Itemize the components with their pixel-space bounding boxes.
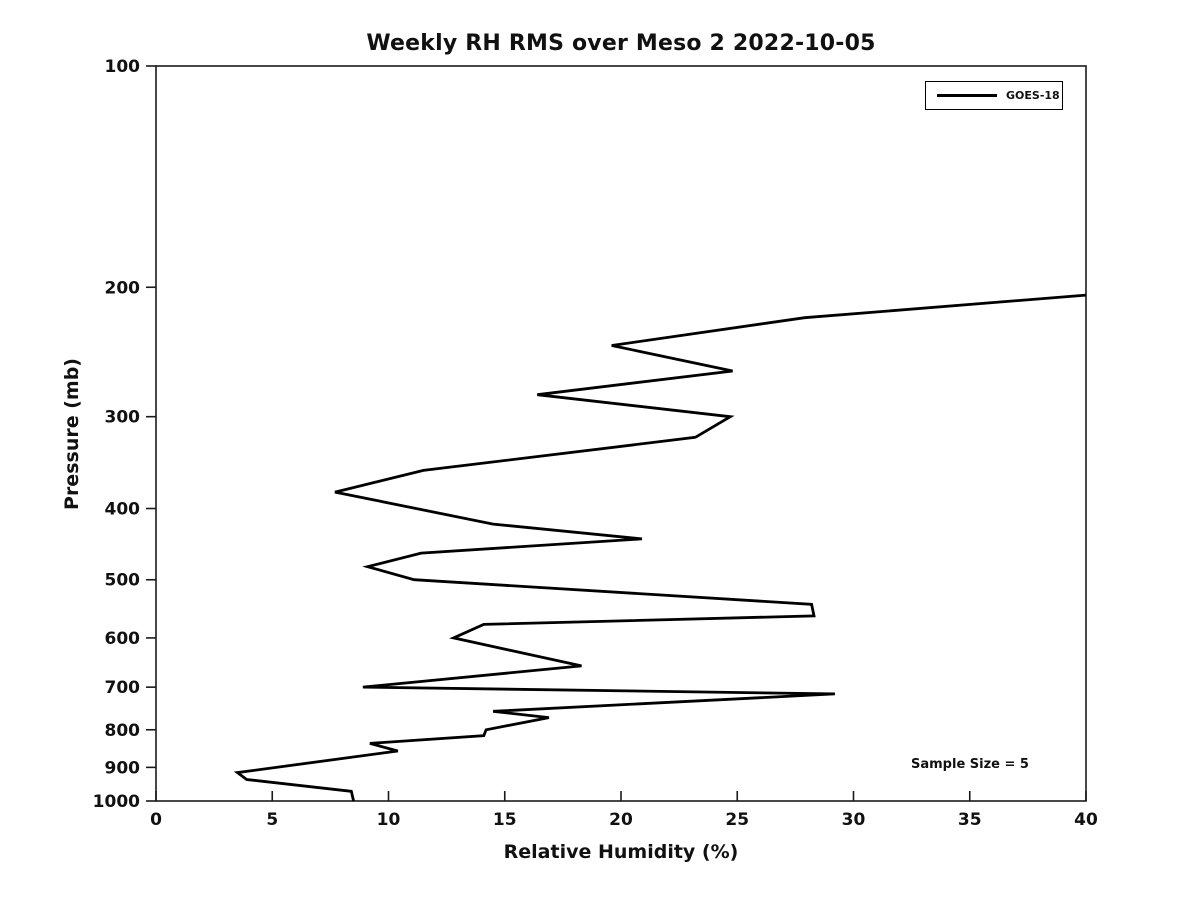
- legend-box: GOES-18: [925, 81, 1063, 110]
- x-tick-label: 0: [150, 810, 162, 830]
- y-tick-label: 1000: [93, 792, 140, 812]
- x-tick-label: 5: [266, 810, 278, 830]
- sample-size-annotation: Sample Size = 5: [911, 757, 1029, 772]
- x-tick-label: 15: [493, 810, 517, 830]
- x-tick-label: 25: [725, 810, 749, 830]
- legend-entry-label: GOES-18: [1006, 89, 1060, 102]
- y-tick-label: 200: [105, 278, 141, 298]
- y-tick-label: 500: [105, 571, 141, 591]
- y-axis-label: Pressure (mb): [61, 358, 83, 510]
- series-goes-18: [233, 293, 1087, 802]
- x-tick-label: 10: [377, 810, 401, 830]
- chart-title: Weekly RH RMS over Meso 2 2022-10-05: [366, 31, 876, 56]
- y-tick-label: 600: [105, 629, 141, 649]
- y-tick-label: 900: [105, 758, 141, 778]
- legend-line-sample: [937, 94, 997, 97]
- y-tick-label: 300: [105, 408, 141, 428]
- y-tick-label: 800: [105, 721, 141, 741]
- x-tick-label: 35: [958, 810, 982, 830]
- y-tick-label: 700: [105, 678, 141, 698]
- x-axis-label: Relative Humidity (%): [503, 841, 739, 863]
- x-tick-label: 30: [842, 810, 866, 830]
- y-tick-label: 400: [105, 500, 141, 520]
- y-tick-label: 100: [105, 57, 141, 77]
- x-tick-label: 40: [1074, 810, 1098, 830]
- x-tick-label: 20: [609, 810, 633, 830]
